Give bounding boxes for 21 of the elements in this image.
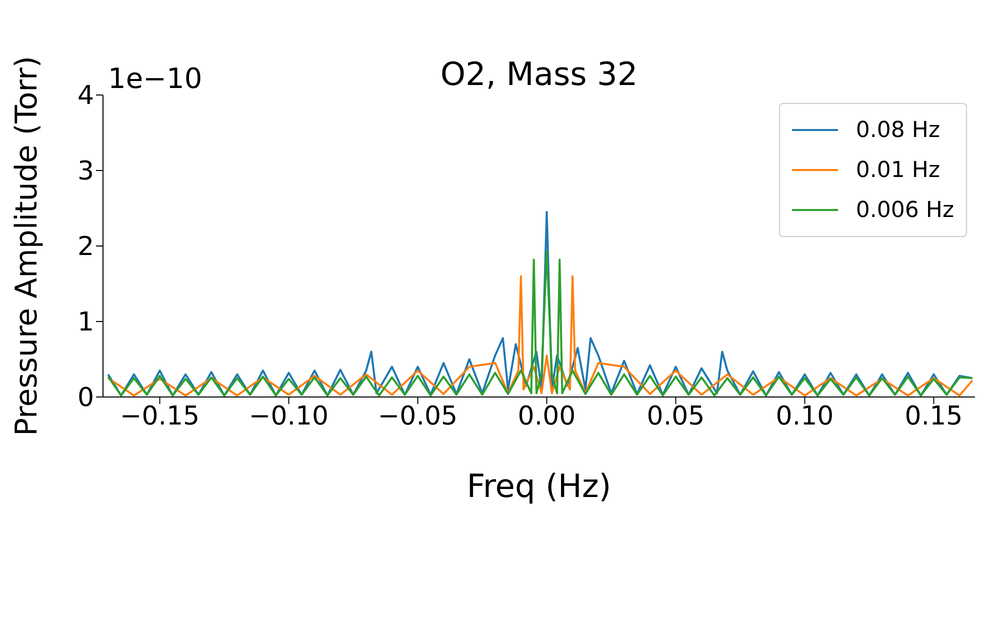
y-axis-title: Pressure Amplitude (Torr) <box>10 56 45 436</box>
y-tick-label: 1 <box>77 308 94 338</box>
y-tick-label: 2 <box>77 232 94 262</box>
annotation: 1e−10 <box>108 62 202 95</box>
x-tick-label: −0.10 <box>248 401 329 432</box>
x-tick-label: 0.05 <box>646 401 705 432</box>
x-tick-label: −0.05 <box>378 401 458 432</box>
legend-label: 0.006 Hz <box>856 198 954 222</box>
line-series <box>107 250 974 396</box>
line-series <box>107 275 974 396</box>
x-axis-title: Freq (Hz) <box>466 467 612 505</box>
x-tick-label: 0.00 <box>518 401 576 432</box>
x-tick-label: −0.15 <box>120 401 200 432</box>
legend-label: 0.08 Hz <box>856 118 940 142</box>
legend-label: 0.01 Hz <box>856 158 940 182</box>
x-tick-label: 0.10 <box>776 401 834 432</box>
y-tick-label: 3 <box>77 156 94 187</box>
y-tick-label: 4 <box>77 81 94 112</box>
chart-title: O2, Mass 32 <box>440 55 638 93</box>
y-tick-label: 0 <box>77 383 94 414</box>
x-tick-label: 0.15 <box>904 401 963 432</box>
